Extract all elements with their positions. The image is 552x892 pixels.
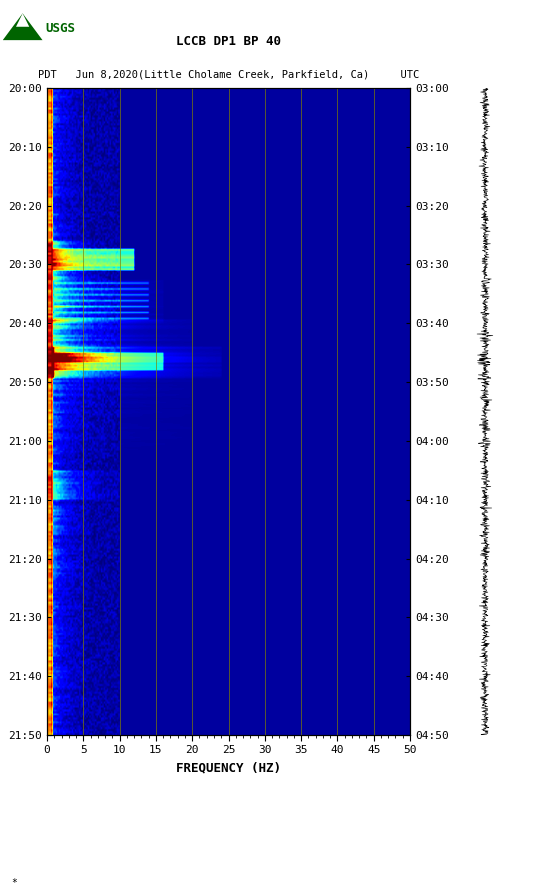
Text: USGS: USGS bbox=[46, 22, 76, 36]
Text: LCCB DP1 BP 40: LCCB DP1 BP 40 bbox=[176, 35, 281, 48]
Text: *: * bbox=[11, 878, 17, 888]
X-axis label: FREQUENCY (HZ): FREQUENCY (HZ) bbox=[176, 761, 281, 774]
Text: PDT   Jun 8,2020(Little Cholame Creek, Parkfield, Ca)     UTC: PDT Jun 8,2020(Little Cholame Creek, Par… bbox=[38, 69, 419, 79]
Polygon shape bbox=[16, 13, 29, 27]
Polygon shape bbox=[3, 13, 43, 40]
